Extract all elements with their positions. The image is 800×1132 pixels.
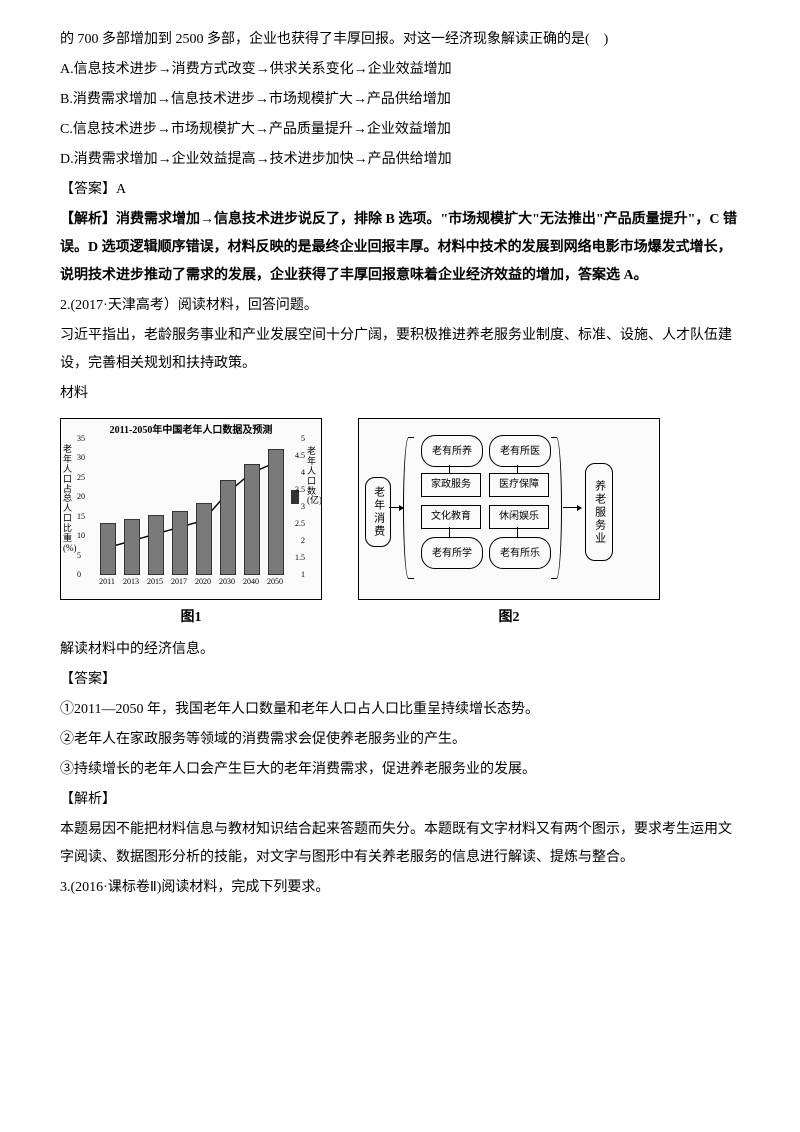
- fig2-r4c2: 老有所乐: [489, 537, 551, 569]
- fig2-r1c1: 老有所养: [421, 435, 483, 467]
- fig2-r2c2: 医疗保障: [489, 473, 549, 497]
- figure-2: 老年消费 老有所养 老有所医 家政服务 医疗保障 文化教育 休闲娱乐 老有所学 …: [358, 418, 660, 600]
- fig2-bracket-right: [551, 437, 562, 579]
- fig2-arrow-right: [563, 507, 581, 508]
- fig2-right-box: 养老服务业: [585, 463, 613, 561]
- fig2-left-box: 老年消费: [365, 477, 391, 547]
- q2-material-label: 材料: [60, 380, 740, 408]
- fig1-yright-label: 老年人口数(亿): [307, 447, 319, 506]
- q2-answer-1: ①2011—2050 年，我国老年人口数量和老年人口占人口比重呈持续增长态势。: [60, 696, 740, 724]
- figure-1-wrap: 2011-2050年中国老年人口数据及预测 老年人口占总人口比重(%) 老年人口…: [60, 418, 322, 632]
- fig2-bracket-left: [403, 437, 414, 579]
- q2-task: 解读材料中的经济信息。: [60, 636, 740, 664]
- q2-answer-3: ③持续增长的老年人口会产生巨大的老年消费需求，促进养老服务业的发展。: [60, 756, 740, 784]
- fig2-r3c1: 文化教育: [421, 505, 481, 529]
- page-root: 的 700 多部增加到 2500 多部，企业也获得了丰厚回报。对这一经济现象解读…: [0, 0, 800, 934]
- fig1-caption: 图1: [181, 604, 202, 632]
- q1-analysis-text: 消费需求增加→信息技术进步说反了，排除 B 选项。"市场规模扩大"无法推出"产品…: [60, 212, 737, 283]
- q2-answer-2: ②老年人在家政服务等领域的消费需求会促使养老服务业的产生。: [60, 726, 740, 754]
- fig1-plot: 0510152025303511.522.533.544.55201120132…: [95, 439, 287, 575]
- figure-1: 2011-2050年中国老年人口数据及预测 老年人口占总人口比重(%) 老年人口…: [60, 418, 322, 600]
- fig2-caption: 图2: [499, 604, 520, 632]
- q1-analysis: 【解析】消费需求增加→信息技术进步说反了，排除 B 选项。"市场规模扩大"无法推…: [60, 206, 740, 290]
- q1-stem-cont: 的 700 多部增加到 2500 多部，企业也获得了丰厚回报。对这一经济现象解读…: [60, 26, 740, 54]
- fig2-r3c2: 休闲娱乐: [489, 505, 549, 529]
- q1-opt-a: A.信息技术进步→消费方式改变→供求关系变化→企业效益增加: [60, 56, 740, 84]
- q1-opt-d: D.消费需求增加→企业效益提高→技术进步加快→产品供给增加: [60, 146, 740, 174]
- q2-source: 2.(2017·天津高考）阅读材料，回答问题。: [60, 292, 740, 320]
- fig1-title: 2011-2050年中国老年人口数据及预测: [110, 421, 273, 441]
- q1-analysis-label: 【解析】: [60, 212, 116, 227]
- q2-intro: 习近平指出，老龄服务事业和产业发展空间十分广阔，要积极推进养老服务业制度、标准、…: [60, 322, 740, 378]
- q1-opt-b: B.消费需求增加→信息技术进步→市场规模扩大→产品供给增加: [60, 86, 740, 114]
- fig2-r1c2: 老有所医: [489, 435, 551, 467]
- q2-answer-label: 【答案】: [60, 666, 740, 694]
- q3-source: 3.(2016·课标卷Ⅱ)阅读材料，完成下列要求。: [60, 874, 740, 902]
- q2-analysis: 本题易因不能把材料信息与教材知识结合起来答题而失分。本题既有文字材料又有两个图示…: [60, 816, 740, 872]
- q2-analysis-label: 【解析】: [60, 786, 740, 814]
- figures-row: 2011-2050年中国老年人口数据及预测 老年人口占总人口比重(%) 老年人口…: [60, 418, 740, 632]
- figure-2-wrap: 老年消费 老有所养 老有所医 家政服务 医疗保障 文化教育 休闲娱乐 老有所学 …: [358, 418, 660, 632]
- conn: [517, 465, 518, 473]
- fig2-r4c1: 老有所学: [421, 537, 483, 569]
- fig2-arrow-left: [389, 507, 403, 508]
- q1-opt-c: C.信息技术进步→市场规模扩大→产品质量提升→企业效益增加: [60, 116, 740, 144]
- q1-answer: 【答案】A: [60, 176, 740, 204]
- conn: [517, 527, 518, 537]
- conn: [449, 465, 450, 473]
- conn: [449, 527, 450, 537]
- fig1-yleft-label: 老年人口占总人口比重(%): [63, 445, 75, 554]
- fig2-r2c1: 家政服务: [421, 473, 481, 497]
